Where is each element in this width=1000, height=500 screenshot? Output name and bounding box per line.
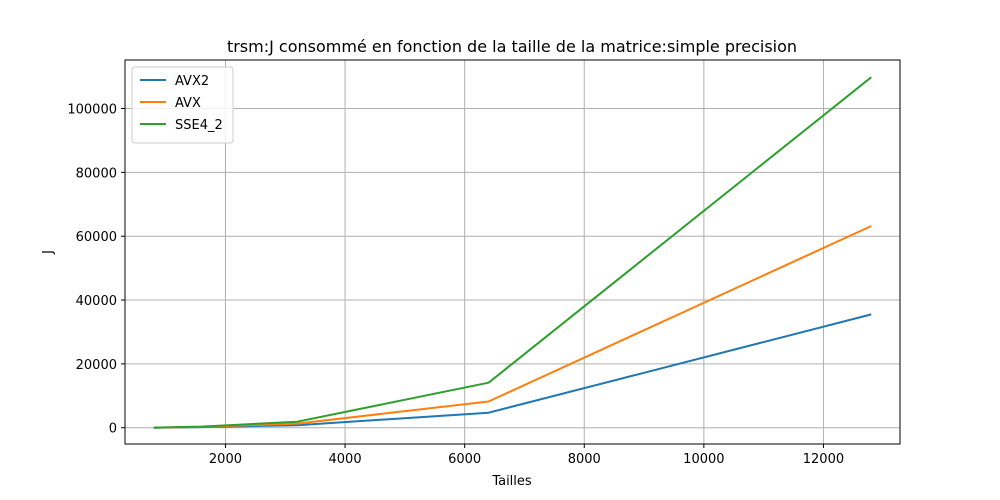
y-tick-label: 20000	[76, 358, 117, 373]
y-tick-label: 100000	[67, 103, 117, 118]
plot-frame	[124, 59, 901, 445]
y-tick-label: 60000	[76, 230, 117, 245]
series-line-sse4-2	[153, 76, 872, 429]
x-tick-label: 8000	[568, 452, 601, 467]
y-tick-label: 40000	[76, 294, 117, 309]
x-tick-label: 2000	[209, 452, 242, 467]
legend: AVX2 AVX SSE4_2	[131, 66, 234, 144]
y-tick-label: 80000	[76, 166, 117, 181]
x-axis-ticks: 2000 4000 6000 8000 10000 12000	[209, 444, 844, 467]
x-tick-label: 12000	[803, 452, 844, 467]
y-axis-ticks: 0 20000 40000 60000 80000 100000	[67, 103, 125, 437]
x-tick-label: 10000	[683, 452, 724, 467]
legend-entry-label: SSE4_2	[175, 118, 223, 133]
y-axis-label: J	[41, 250, 56, 255]
x-tick-label: 4000	[329, 452, 362, 467]
x-axis-label: Tailles	[491, 474, 532, 489]
y-tick-label: 0	[109, 422, 117, 437]
chart-title: trsm:J consommé en fonction de la taille…	[227, 37, 797, 56]
legend-entry-label: AVX2	[175, 74, 209, 89]
x-tick-label: 6000	[448, 452, 481, 467]
grid	[125, 60, 900, 444]
legend-entry-label: AVX	[175, 96, 201, 111]
series-lines	[153, 76, 872, 429]
